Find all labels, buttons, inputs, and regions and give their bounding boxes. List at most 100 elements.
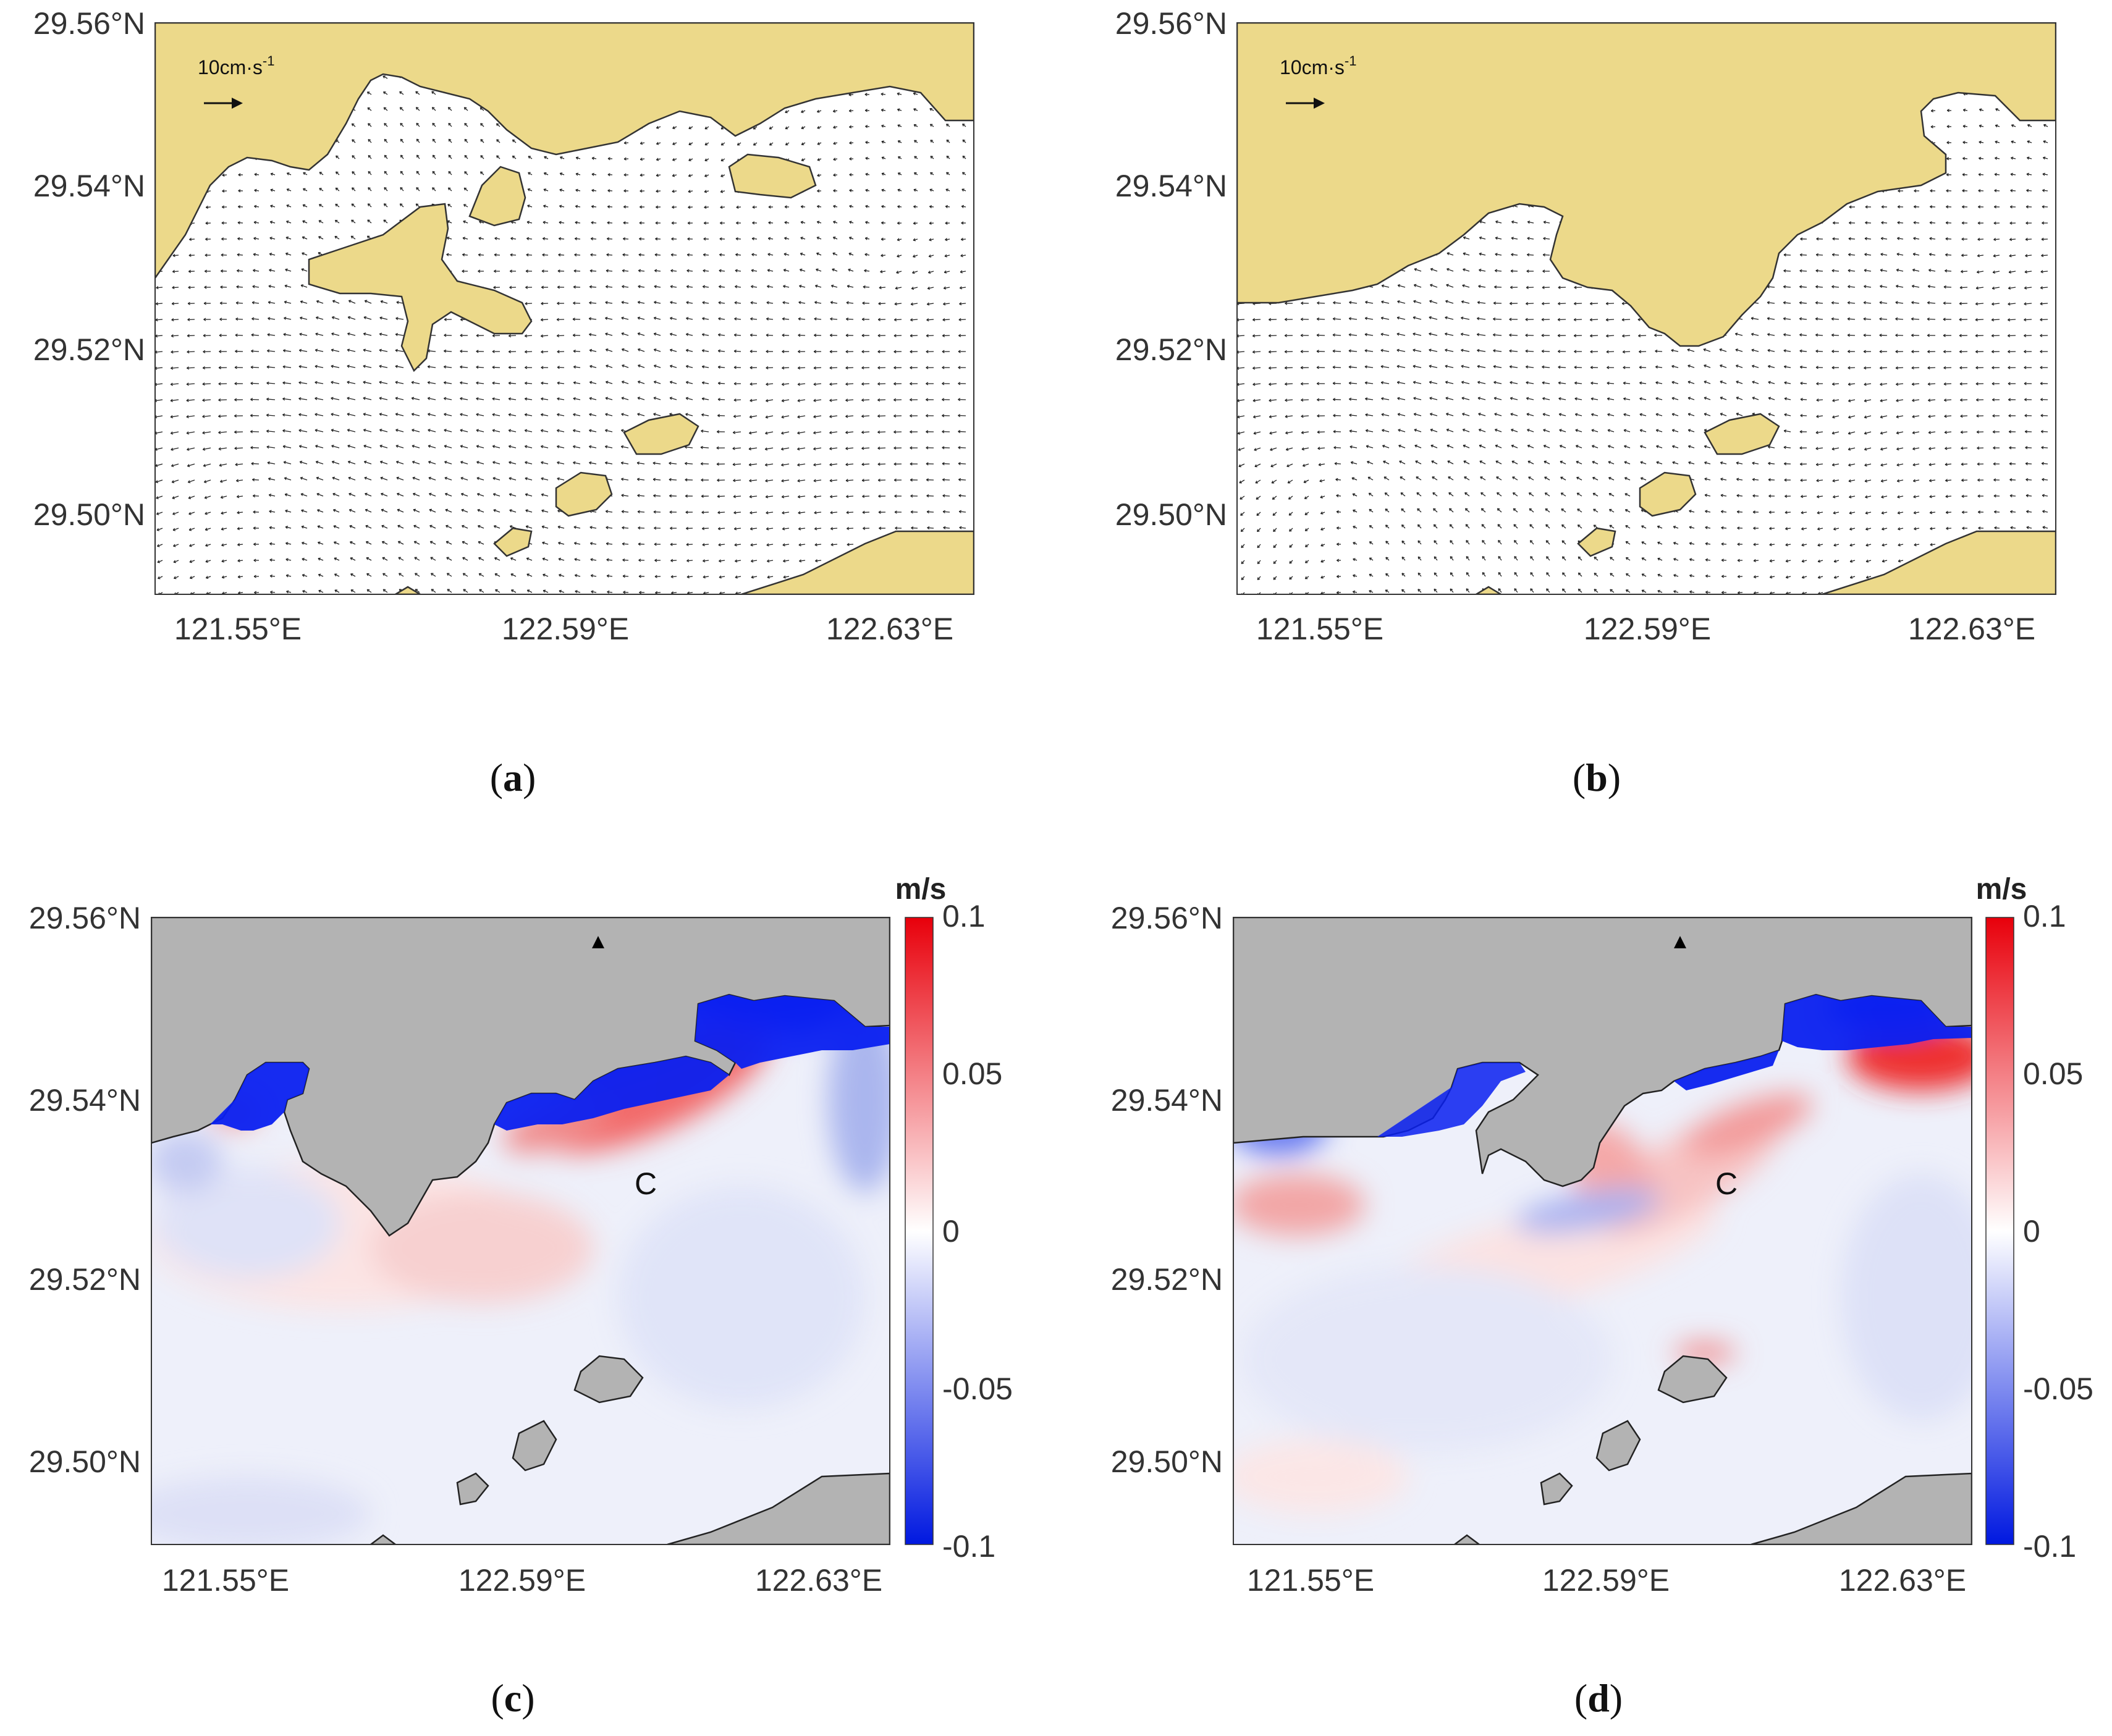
vector-arrowhead	[814, 301, 817, 305]
current-vector	[447, 220, 452, 224]
vector-arrowhead	[285, 509, 288, 513]
vector-arrowhead	[557, 429, 560, 432]
current-vector	[575, 591, 581, 593]
vector-arrowhead	[766, 366, 769, 369]
vector-arrowhead	[540, 429, 544, 432]
vector-arrowhead	[367, 107, 371, 111]
current-vector	[543, 221, 549, 224]
current-vector	[846, 495, 854, 497]
current-vector	[253, 237, 260, 240]
vector-arrowhead	[766, 382, 769, 386]
vector-arrowhead	[316, 476, 319, 480]
current-vector	[2042, 173, 2048, 175]
vector-arrowhead	[250, 430, 253, 434]
vector-arrowhead	[926, 494, 929, 498]
vector-arrowhead	[526, 573, 530, 577]
vector-arrowhead	[557, 525, 561, 529]
current-vector	[944, 287, 950, 289]
vector-arrowhead	[254, 172, 257, 177]
current-vector	[688, 126, 693, 129]
current-vector	[416, 122, 420, 127]
vector-arrowhead	[218, 382, 221, 386]
vector-arrowhead	[685, 510, 688, 514]
vector-arrowhead	[331, 316, 335, 319]
current-vector	[638, 364, 645, 368]
current-vector	[720, 190, 725, 193]
current-vector	[315, 349, 324, 352]
current-vector	[237, 495, 243, 497]
vector-arrowhead	[636, 461, 640, 465]
vector-arrowhead	[863, 526, 866, 530]
vector-arrowhead	[815, 284, 818, 288]
current-vector	[493, 493, 501, 497]
vector-arrowhead	[640, 173, 643, 177]
vector-arrowhead	[877, 318, 881, 321]
vector-arrowhead	[460, 365, 463, 369]
vector-arrowhead	[318, 589, 321, 593]
current-vector	[286, 575, 292, 577]
current-vector	[704, 206, 709, 208]
current-vector	[510, 557, 517, 561]
current-vector	[749, 431, 758, 434]
current-vector	[783, 560, 790, 562]
vector-arrowhead	[927, 286, 931, 290]
vector-arrowhead	[170, 431, 174, 435]
current-vector	[395, 350, 404, 352]
current-vector	[463, 221, 468, 224]
current-vector	[929, 255, 934, 257]
vector-arrowhead	[751, 237, 754, 240]
current-vector	[205, 495, 211, 499]
vector-arrowhead	[286, 188, 290, 192]
vector-arrowhead	[235, 333, 238, 337]
vector-arrowhead	[363, 428, 366, 432]
vector-arrowhead	[897, 108, 900, 112]
vector-arrowhead	[817, 142, 821, 145]
vector-arrowhead	[460, 445, 463, 449]
current-vector	[395, 429, 404, 432]
vector-arrowhead	[830, 284, 834, 288]
current-vector	[573, 413, 581, 416]
vector-arrowhead	[429, 525, 433, 528]
current-vector	[799, 285, 806, 288]
vector-arrowhead	[395, 364, 398, 368]
current-vector	[718, 350, 725, 352]
current-vector	[800, 269, 806, 272]
vector-arrowhead	[494, 269, 497, 273]
vector-arrowhead	[962, 124, 965, 127]
current-vector	[335, 203, 340, 208]
vector-arrowhead	[800, 237, 803, 240]
current-vector	[351, 219, 356, 224]
vector-arrowhead	[448, 171, 452, 174]
current-vector	[784, 222, 790, 224]
vector-arrowhead	[334, 235, 337, 239]
current-vector	[653, 462, 661, 465]
vector-arrowhead	[733, 495, 736, 499]
vector-arrowhead	[363, 460, 367, 464]
current-vector	[367, 219, 372, 224]
vector-arrowhead	[384, 187, 387, 190]
vector-arrowhead	[1962, 157, 1966, 161]
current-vector	[318, 542, 324, 545]
current-vector	[719, 592, 725, 594]
vector-arrowhead	[331, 348, 334, 352]
vector-arrowhead	[269, 542, 272, 546]
vector-arrowhead	[203, 350, 206, 353]
vector-arrowhead	[496, 139, 499, 142]
vector-arrowhead	[448, 154, 452, 158]
vector-arrowhead	[1995, 140, 1998, 144]
vector-arrowhead	[880, 270, 883, 274]
vector-arrowhead	[365, 492, 368, 496]
current-vector	[448, 154, 452, 159]
current-vector	[525, 335, 533, 337]
vector-arrowhead	[525, 285, 528, 289]
vector-arrowhead	[751, 285, 754, 289]
vector-arrowhead	[202, 415, 205, 418]
current-vector	[269, 269, 276, 272]
vector-arrowhead	[557, 477, 560, 481]
current-vector	[748, 447, 758, 450]
vector-arrowhead	[897, 140, 901, 143]
vector-arrowhead	[524, 334, 528, 338]
vector-arrowhead	[412, 460, 415, 464]
vector-arrowhead	[253, 575, 256, 578]
vector-arrowhead	[381, 541, 385, 544]
